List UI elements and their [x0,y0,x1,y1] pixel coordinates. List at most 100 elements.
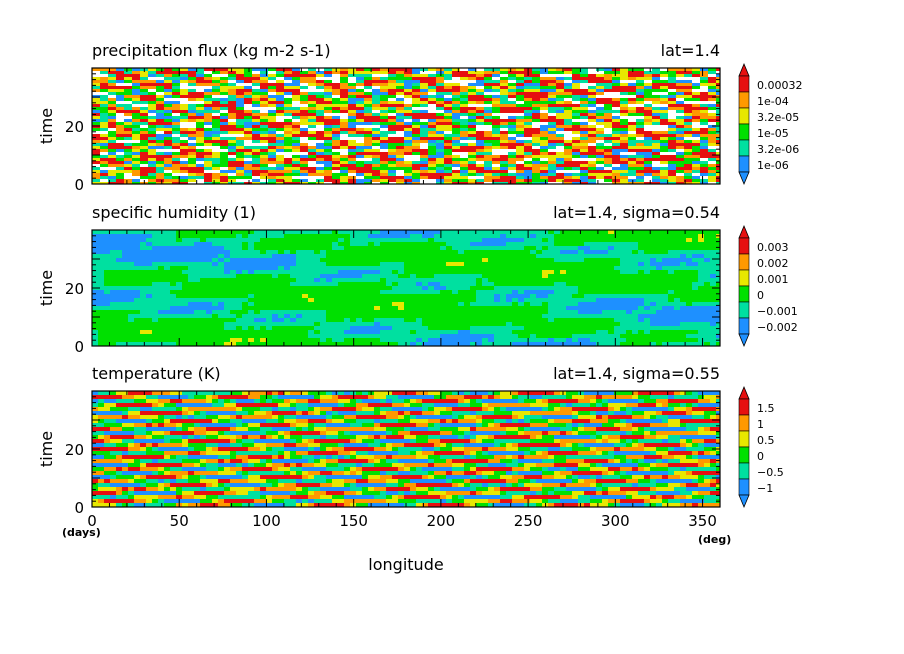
heatmap-cell [516,107,525,111]
heatmap-cell [268,131,277,135]
heatmap-cell [132,146,141,150]
heatmap-cell [596,143,605,147]
heatmap-cell [420,182,429,184]
heatmap-cell [108,164,117,168]
heatmap-cell [500,125,509,129]
heatmap-cell [368,294,375,299]
heatmap-cell [692,164,701,168]
heatmap-cell [458,262,465,267]
heatmap-cell [620,238,627,243]
heatmap-cell [636,86,645,90]
heatmap-cell [444,143,453,147]
heatmap-cell [516,95,525,99]
heatmap-cell [716,116,720,120]
heatmap-cell [260,137,269,141]
heatmap-cell [612,137,621,141]
heatmap-cell [572,110,581,114]
heatmap-cell [458,278,465,283]
heatmap-cell [564,164,573,168]
heatmap-cell [428,167,437,171]
heatmap-cell [636,167,645,171]
heatmap-cell [396,134,405,138]
heatmap-cell [180,116,189,120]
heatmap-cell [428,80,437,84]
heatmap-cell [356,173,365,177]
heatmap-field [92,68,720,184]
heatmap-cell [340,113,349,117]
heatmap-cell [116,262,123,267]
heatmap-cell [590,262,597,267]
heatmap-cell [398,258,405,263]
heatmap-cell [268,77,277,81]
heatmap-cell [268,110,277,114]
heatmap-cell [220,146,229,150]
heatmap-cell [596,230,603,235]
heatmap-cell [468,119,477,123]
heatmap-cell [218,234,225,239]
heatmap-cell [340,122,349,126]
heatmap-cell [458,258,465,263]
heatmap-cell [116,83,125,87]
heatmap-cell [512,242,519,247]
heatmap-cell [484,86,493,90]
heatmap-cell [500,230,507,235]
heatmap-cell [554,258,561,263]
heatmap-cell [548,238,555,243]
heatmap-cell [284,140,293,144]
heatmap-cell [156,149,165,153]
heatmap-cell [532,101,541,105]
heatmap-cell [686,234,693,239]
heatmap-cell [372,98,381,102]
heatmap-cell [206,274,213,279]
heatmap-cell [476,89,485,93]
heatmap-cell [228,107,237,111]
heatmap-cell [484,95,493,99]
heatmap-cell [596,282,603,287]
heatmap-cell [468,68,477,72]
heatmap-cell [512,282,519,287]
heatmap-cell [704,266,711,271]
heatmap-cell [140,131,149,135]
heatmap-cell [116,98,125,102]
heatmap-cell [620,137,629,141]
heatmap-cell [236,68,245,72]
heatmap-cell [386,250,393,255]
heatmap-cell [564,80,573,84]
heatmap-cell [492,86,501,90]
heatmap-cell [228,146,237,150]
heatmap-cell [590,294,597,299]
heatmap-cell [350,262,357,267]
heatmap-cell [440,270,447,275]
heatmap-cell [524,266,531,271]
heatmap-cell [404,298,411,303]
heatmap-cell [660,128,669,132]
heatmap-cell [380,80,389,84]
heatmap-cell [220,83,229,87]
heatmap-cell [332,230,339,235]
heatmap-cell [158,294,165,299]
heatmap-cell [584,242,591,247]
heatmap-cell [212,278,219,283]
heatmap-cell [188,113,197,117]
heatmap-cell [156,110,165,114]
heatmap-cell [446,242,453,247]
heatmap-cell [492,164,501,168]
heatmap-cell [564,116,573,120]
heatmap-cell [436,80,445,84]
heatmap-cell [412,107,421,111]
heatmap-cell [436,107,445,111]
heatmap-cell [644,83,653,87]
colorbar-label: 1e-05 [757,127,789,140]
heatmap-cell [614,278,621,283]
heatmap-cell [668,286,675,291]
heatmap-cell [182,246,189,251]
heatmap-cell [516,155,525,159]
heatmap-cell [636,152,645,156]
heatmap-cell [612,68,621,72]
heatmap-cell [704,262,711,267]
heatmap-cell [368,270,375,275]
heatmap-cell [560,254,567,259]
heatmap-cell [628,164,637,168]
heatmap-cell [196,116,205,120]
heatmap-cell [488,246,495,251]
